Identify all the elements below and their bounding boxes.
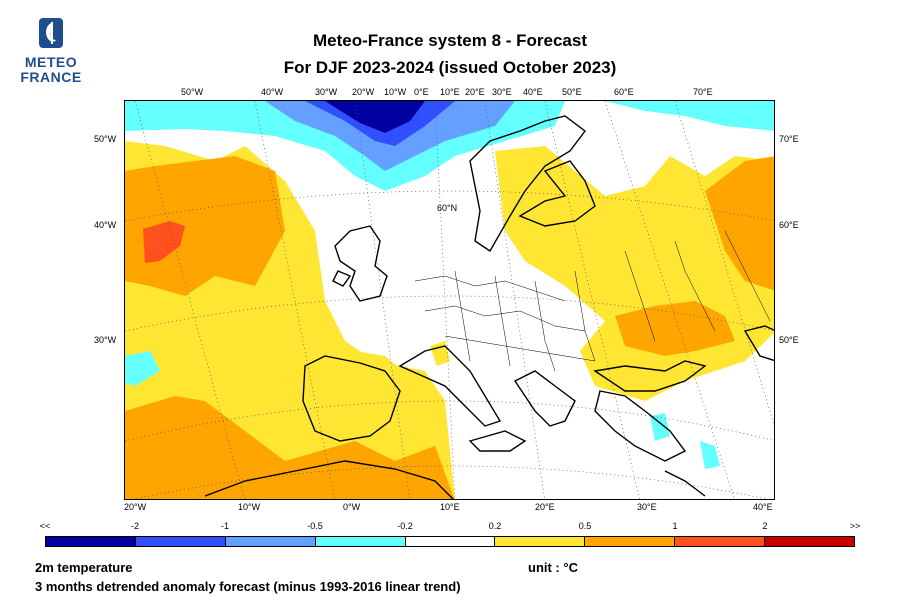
meteo-france-logo: METEO FRANCE	[16, 18, 86, 85]
legend-label: >>	[849, 521, 861, 531]
legend-label: 0.2	[488, 521, 502, 531]
legend-label: 0.5	[578, 521, 592, 531]
top-lon-label: 50°W	[181, 87, 204, 97]
right-lat-label: 50°E	[779, 335, 799, 345]
color-legend	[45, 536, 855, 547]
bottom-lon-label: 30°E	[637, 502, 657, 512]
left-lat-label: 30°W	[94, 335, 117, 345]
logo-icon	[39, 18, 63, 48]
anomaly-region-pos05	[125, 396, 455, 499]
legend-label: 1	[672, 521, 678, 531]
bottom-lon-label: 20°W	[124, 502, 147, 512]
anomaly-region-pos05	[615, 301, 735, 356]
legend-label: -1	[220, 521, 230, 531]
legend-swatch	[225, 537, 316, 546]
top-lon-label: 70°E	[693, 87, 713, 97]
logo-text-line2: FRANCE	[20, 69, 82, 85]
anomaly-fills	[125, 101, 774, 499]
top-lon-label: 40°W	[261, 87, 284, 97]
bottom-lon-label: 20°E	[535, 502, 555, 512]
anomaly-region-pos05	[705, 156, 774, 291]
legend-label: -2	[130, 521, 140, 531]
anomaly-region-neg02	[650, 413, 670, 441]
top-lon-label: 20°W	[352, 87, 375, 97]
legend-label: <<	[39, 521, 51, 531]
anomaly-region-pos02	[305, 351, 445, 436]
legend-swatch	[765, 537, 855, 546]
description-label: 3 months detrended anomaly forecast (min…	[35, 579, 461, 594]
top-lon-label: 30°E	[492, 87, 512, 97]
unit-label: unit : °C	[528, 560, 578, 575]
map-inner-label: 60°N	[437, 203, 457, 213]
anomaly-region-neg02	[605, 101, 774, 131]
top-lon-label: 60°E	[614, 87, 634, 97]
legend-swatch	[675, 537, 766, 546]
left-lat-label: 40°W	[94, 220, 117, 230]
top-lon-label: 50°E	[562, 87, 582, 97]
anomaly-region-neg02	[700, 441, 720, 469]
legend-label: -0.2	[397, 521, 413, 531]
right-lat-label: 70°E	[779, 134, 799, 144]
anomaly-region-neg02	[125, 351, 160, 386]
legend-swatch	[495, 537, 586, 546]
bottom-lon-label: 10°W	[238, 502, 261, 512]
chart-subtitle: For DJF 2023-2024 (issued October 2023)	[283, 58, 617, 77]
legend-swatch	[135, 537, 226, 546]
variable-label: 2m temperature	[35, 560, 133, 575]
legend-swatch	[585, 537, 676, 546]
left-lat-label: 50°W	[94, 134, 117, 144]
top-lon-label: 30°W	[315, 87, 338, 97]
coastlines	[204, 115, 774, 499]
anomaly-region-neg2	[325, 101, 425, 133]
chart-title: Meteo-France system 8 - Forecast	[313, 31, 587, 50]
top-lon-label: 10°E	[440, 87, 460, 97]
anomaly-region-pos05	[125, 156, 285, 296]
legend-swatch	[405, 537, 496, 546]
country-borders	[414, 230, 771, 372]
bottom-lon-label: 40°E	[753, 502, 773, 512]
legend-swatch	[315, 537, 406, 546]
bottom-lon-label: 10°E	[440, 502, 460, 512]
anomaly-map: 60°N	[124, 100, 775, 500]
map-canvas: 60°N	[125, 101, 774, 499]
graticule	[125, 101, 774, 499]
top-lon-label: 20°E	[465, 87, 485, 97]
legend-swatch	[46, 537, 136, 546]
right-lat-label: 60°E	[779, 220, 799, 230]
top-lon-label: 0°E	[414, 87, 429, 97]
anomaly-region-pos1	[143, 221, 185, 263]
legend-label: -0.5	[307, 521, 323, 531]
top-lon-label: 10°W	[384, 87, 407, 97]
legend-label: 2	[762, 521, 768, 531]
top-lon-label: 40°E	[523, 87, 543, 97]
logo-text-line1: METEO	[24, 54, 78, 70]
bottom-lon-label: 0°W	[343, 502, 361, 512]
anomaly-region-pos02	[430, 341, 450, 366]
